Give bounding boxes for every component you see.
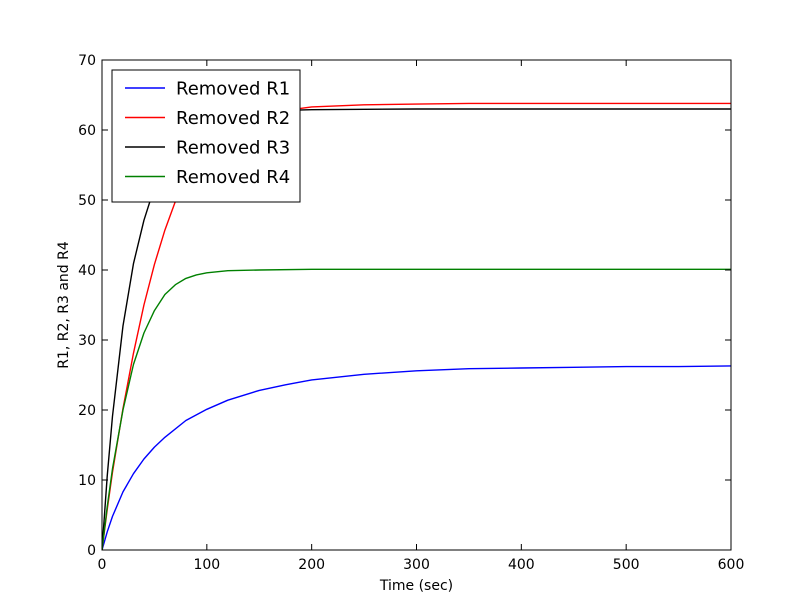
legend-label-1: Removed R1 xyxy=(176,79,290,100)
legend-box xyxy=(111,69,301,203)
y-tick-label: 0 xyxy=(87,543,96,559)
y-tick-label: 40 xyxy=(78,263,96,279)
y-tick-label: 20 xyxy=(78,403,96,419)
x-tick-label: 600 xyxy=(718,557,745,573)
series-line-1 xyxy=(102,365,731,550)
x-tick-label: 300 xyxy=(403,557,430,573)
x-tick-label: 100 xyxy=(193,557,220,573)
y-axis-label: R1, R2, R3 and R4 xyxy=(56,241,72,369)
series-line-4 xyxy=(102,268,731,550)
x-tick-label: 200 xyxy=(298,557,325,573)
y-tick-label: 60 xyxy=(78,123,96,139)
legend-label-4: Removed R4 xyxy=(176,167,290,188)
legend-label-3: Removed R3 xyxy=(176,138,290,159)
legend-label-2: Removed R2 xyxy=(176,108,290,129)
axes-layer: 0 100 200 300 400 500 600 0 10 20 30 40 50 60 70 xyxy=(78,53,744,573)
y-tick-label: 10 xyxy=(78,473,96,489)
x-tick-label: 400 xyxy=(508,557,535,573)
y-tick-label: 50 xyxy=(78,193,96,209)
x-axis-label: Time (sec) xyxy=(379,578,453,594)
legend: Removed R1 Removed R2 Removed R3 Removed R4 xyxy=(111,69,301,203)
y-tick-label: 30 xyxy=(78,333,96,349)
x-tick-label: 500 xyxy=(613,557,640,573)
x-tick-label: 0 xyxy=(98,557,107,573)
y-tick-label: 70 xyxy=(78,53,96,69)
